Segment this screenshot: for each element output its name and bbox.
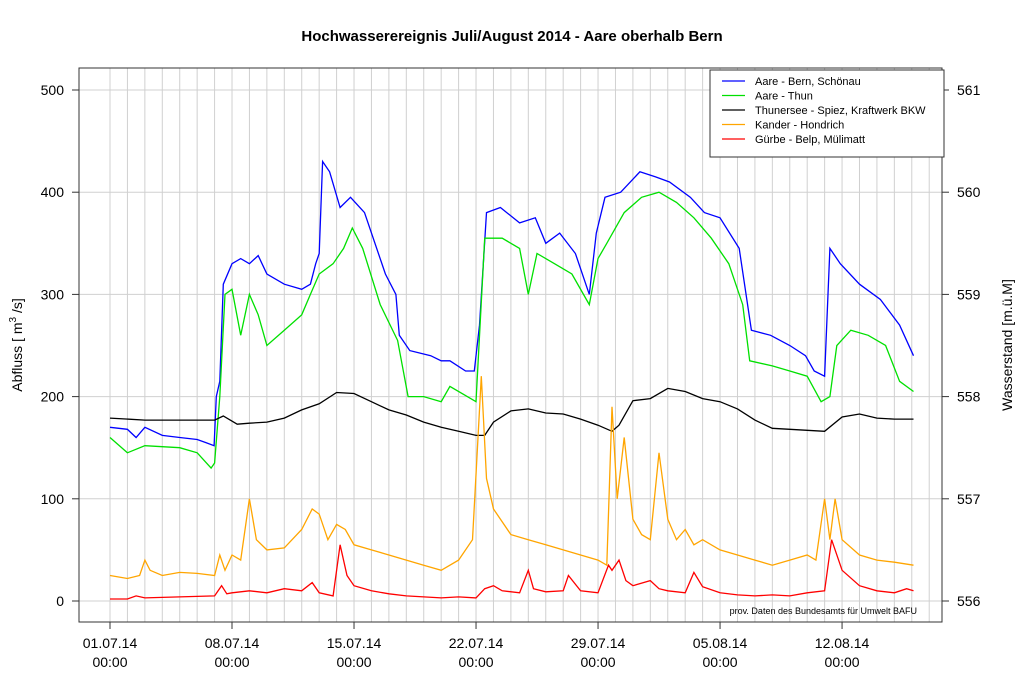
y-axis-label-main: Abfluss [ m xyxy=(9,322,25,391)
x-tick-date: 15.07.14 xyxy=(327,635,382,651)
y-axis-label-end: /s] xyxy=(9,298,25,317)
x-tick-time: 00:00 xyxy=(703,654,738,670)
x-tick-date: 29.07.14 xyxy=(571,635,626,651)
y-tick-label: 400 xyxy=(41,184,65,200)
x-tick-time: 00:00 xyxy=(825,654,860,670)
plot-frame xyxy=(78,67,943,623)
series-line-2 xyxy=(109,191,914,470)
y-tick-label: 300 xyxy=(41,286,65,302)
x-tick-date: 05.08.14 xyxy=(693,635,748,651)
y2-tick-label: 556 xyxy=(957,593,981,609)
grid xyxy=(79,68,942,622)
y2-axis-label: Wasserstand [m.ü.M] xyxy=(999,279,1015,411)
y-tick-label: 200 xyxy=(41,389,65,405)
x-tick-time: 00:00 xyxy=(336,654,371,670)
y-tick-label: 500 xyxy=(41,82,65,98)
source-note: prov. Daten des Bundesamts für Umwelt BA… xyxy=(730,606,917,616)
x-tick-time: 00:00 xyxy=(581,654,616,670)
legend-label: Gürbe - Belp, Mülimatt xyxy=(755,134,865,146)
x-tick-time: 00:00 xyxy=(92,654,127,670)
x-tick-date: 08.07.14 xyxy=(205,635,260,651)
y2-tick-label: 558 xyxy=(957,389,981,405)
series-line-3 xyxy=(109,387,914,437)
legend-box xyxy=(709,69,945,158)
x-tick-time: 00:00 xyxy=(214,654,249,670)
legend-label: Aare - Thun xyxy=(755,91,813,103)
y-tick-label: 0 xyxy=(56,593,64,609)
series-lines xyxy=(109,159,915,600)
y2-tick-label: 557 xyxy=(957,491,981,507)
legend: Aare - Bern, Schönau Aare - Thun Thunersee… xyxy=(709,69,945,158)
y2-tick-label: 559 xyxy=(957,286,981,302)
x-tick-date: 12.08.14 xyxy=(815,635,870,651)
y2-tick-label: 561 xyxy=(957,82,981,98)
series-line-5 xyxy=(110,539,914,600)
y-axis-label-superscript: 3 xyxy=(8,316,19,322)
x-tick-time: 00:00 xyxy=(459,654,494,670)
x-tick-date: 01.07.14 xyxy=(83,635,138,651)
y-tick-label: 100 xyxy=(41,491,65,507)
legend-label: Aare - Bern, Schönau xyxy=(755,76,861,88)
x-tick-date: 22.07.14 xyxy=(449,635,504,651)
legend-label: Thunersee - Spiez, Kraftwerk BKW xyxy=(755,105,926,117)
series-line-1 xyxy=(109,159,915,447)
legend-label: Kander - Hondrich xyxy=(755,120,844,132)
series-line-4 xyxy=(109,376,914,580)
y-axis-label: Abfluss [ m3 /s] xyxy=(8,298,25,391)
y2-tick-label: 560 xyxy=(957,184,981,200)
chart-title: Hochwasserereignis Juli/August 2014 - Aa… xyxy=(301,28,722,45)
axes: 0 100 200 300 400 500 556 557 558 559 560 561 01.07.… xyxy=(41,82,981,670)
